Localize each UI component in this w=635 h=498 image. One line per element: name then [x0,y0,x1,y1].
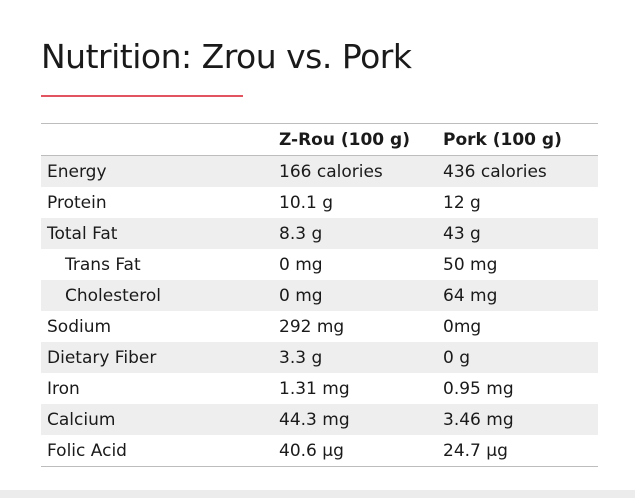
nutrient-name: Iron [47,378,80,399]
zrou-value: 3.3 g [273,342,437,373]
title-underline [41,95,243,97]
table-header: Z-Rou (100 g) Pork (100 g) [41,123,598,156]
pork-value: 436 calories [437,155,598,187]
table-row: Calcium 44.3 mg 3.46 mg [41,404,598,435]
nutrition-table: Z-Rou (100 g) Pork (100 g) Energy 166 cal… [41,123,598,467]
nutrient-name: Folic Acid [47,440,127,461]
zrou-value: 8.3 g [273,218,437,249]
nutrient-name: Dietary Fiber [41,342,273,373]
pork-value: 0.95 mg [443,378,514,399]
nutrient-name: Protein [47,192,107,213]
header-row: Z-Rou (100 g) Pork (100 g) [41,123,598,156]
nutrient-name: Trans Fat [65,254,141,275]
pork-value: 0 g [437,342,598,373]
nutrient-name: Energy [41,155,273,187]
table-body: Energy 166 calories 436 calories Protein 10.… [41,155,598,467]
pork-value: 3.46 mg [437,404,598,435]
page-title: Nutrition: Zrou vs. Pork [41,37,412,76]
zrou-value: 292 mg [279,316,345,337]
pork-value: 0mg [443,316,482,337]
pork-value: 43 g [437,218,598,249]
table-row: Sodium 292 mg 0mg [41,311,598,342]
table-row: Trans Fat 0 mg 50 mg [41,249,598,280]
zrou-value: 10.1 g [279,192,334,213]
pork-value: 24.7 µg [443,440,508,461]
footer-band [0,490,635,498]
header-pork: Pork (100 g) [437,123,598,156]
table-row: Iron 1.31 mg 0.95 mg [41,373,598,404]
pork-value: 50 mg [443,254,498,275]
pork-value: 64 mg [437,280,598,311]
pork-value: 12 g [443,192,481,213]
table-row: Energy 166 calories 436 calories [41,155,598,187]
nutrient-name: Calcium [41,404,273,435]
table-row: Protein 10.1 g 12 g [41,187,598,218]
zrou-value: 166 calories [273,155,437,187]
table-row: Total Fat 8.3 g 43 g [41,218,598,249]
nutrient-name: Cholesterol [41,280,273,311]
zrou-value: 40.6 µg [279,440,344,461]
zrou-value: 1.31 mg [279,378,350,399]
zrou-value: 0 mg [273,280,437,311]
zrou-value: 44.3 mg [273,404,437,435]
header-nutrient [41,123,273,156]
nutrient-name: Sodium [47,316,112,337]
header-zrou: Z-Rou (100 g) [273,123,437,156]
nutrient-name: Total Fat [41,218,273,249]
table-row: Folic Acid 40.6 µg 24.7 µg [41,435,598,467]
table-row: Cholesterol 0 mg 64 mg [41,280,598,311]
zrou-value: 0 mg [279,254,323,275]
